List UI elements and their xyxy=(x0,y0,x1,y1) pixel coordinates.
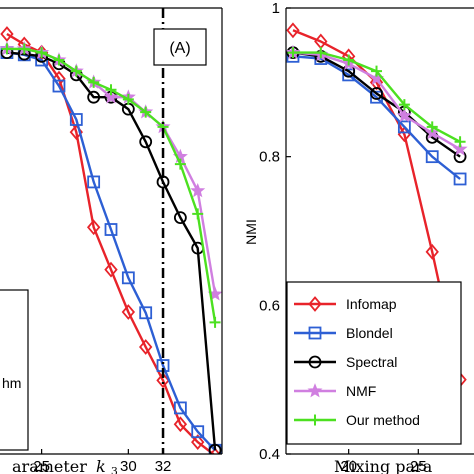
left-point-spectral xyxy=(173,211,187,225)
legend-marker xyxy=(307,383,323,398)
right-y-tick-label: 0.8 xyxy=(259,149,280,166)
panel-label-box: (A) xyxy=(153,28,207,66)
left-point-blondel xyxy=(104,223,118,236)
legend-entry-nmf: NMF xyxy=(294,383,376,399)
right-point-our-method xyxy=(287,47,299,59)
left-point-our-method xyxy=(88,76,100,88)
left-point-spectral xyxy=(87,90,101,104)
right-point-nmf xyxy=(396,107,412,123)
left-point-our-method xyxy=(1,43,13,55)
chart-left: 25 30 32 (A) hm arameter k 3 xyxy=(0,7,223,474)
y-axis-label: NMI xyxy=(243,219,259,245)
partial-legend-box: hm xyxy=(0,289,29,451)
left-x-tick-label: 25 xyxy=(33,458,50,474)
left-point-infomap xyxy=(209,447,221,454)
left-x-tick-label: 32 xyxy=(155,458,172,474)
left-point-infomap xyxy=(173,416,188,433)
right-point-infomap xyxy=(425,243,439,260)
right-point-blondel xyxy=(425,150,439,164)
left-point-our-method xyxy=(140,106,152,118)
left-point-our-method xyxy=(36,47,48,59)
left-point-blondel xyxy=(139,306,153,320)
legend-marker xyxy=(308,355,322,369)
left-x-tick-label: 30 xyxy=(120,458,137,474)
left-point-infomap xyxy=(191,434,205,450)
left-point-our-method xyxy=(174,158,186,170)
left-point-nmf xyxy=(103,89,119,104)
left-point-infomap xyxy=(86,219,101,236)
left-series-nmf xyxy=(0,40,222,301)
panel-label: (A) xyxy=(169,40,190,57)
right-point-infomap xyxy=(286,22,300,39)
right-point-our-method xyxy=(398,99,410,111)
right-point-nmf xyxy=(452,141,468,156)
right-point-blondel xyxy=(453,172,467,186)
left-point-our-method xyxy=(70,65,82,77)
legend-entry-spectral: Spectral xyxy=(294,354,397,370)
left-point-blondel xyxy=(69,113,83,126)
right-series-our-method xyxy=(287,47,466,148)
right-y-tick-label: 0.4 xyxy=(259,446,280,463)
left-point-our-method xyxy=(192,208,204,220)
x-axis-label-left: arameter k 3 xyxy=(12,457,118,474)
right-y-tick-label: 1 xyxy=(272,0,280,17)
right-line-infomap xyxy=(292,29,462,380)
right-x-tick-label: 20 xyxy=(340,458,357,474)
right-line-blondel xyxy=(292,55,461,180)
left-line-spectral xyxy=(6,51,217,451)
legend-label: Spectral xyxy=(346,354,397,370)
x-axis-label-right: Mixing para xyxy=(334,457,433,474)
legend-marker xyxy=(308,326,322,340)
right-series-nmf xyxy=(286,44,468,156)
chart-right: 20 25 0.4 0.6 0.8 1 NMI Mixing para Infomap Bl… xyxy=(243,0,474,474)
legend-entry-our-method: Our method xyxy=(294,412,420,428)
left-point-our-method xyxy=(18,43,30,55)
left-axes xyxy=(0,7,223,455)
left-point-our-method xyxy=(209,316,221,328)
legend-label: Blondel xyxy=(346,325,393,341)
left-point-infomap xyxy=(156,372,170,389)
left-point-our-method xyxy=(105,84,117,96)
left-point-spectral xyxy=(139,135,153,149)
left-point-infomap xyxy=(0,26,14,42)
left-point-blondel xyxy=(52,79,66,93)
legend-entry-infomap: Infomap xyxy=(294,296,397,312)
right-point-our-method xyxy=(343,54,355,66)
right-point-blondel xyxy=(397,120,411,134)
legend-entry-blondel: Blondel xyxy=(294,325,393,341)
left-series-spectral xyxy=(0,46,222,454)
left-point-nmf xyxy=(190,182,206,198)
left-point-infomap xyxy=(139,339,153,355)
left-point-our-method xyxy=(53,54,65,66)
right-point-spectral xyxy=(370,87,383,100)
left-series-blondel xyxy=(0,46,222,454)
legend-marker xyxy=(309,414,321,426)
right-point-our-method xyxy=(426,121,438,133)
left-point-blondel xyxy=(121,271,135,285)
partial-legend-text: hm xyxy=(2,375,21,391)
left-point-our-method xyxy=(122,93,134,105)
left-point-blondel xyxy=(173,401,187,415)
right-point-our-method xyxy=(454,136,466,148)
right-point-our-method xyxy=(371,65,383,77)
legend-marker xyxy=(308,296,322,312)
legend-label: Infomap xyxy=(346,296,397,312)
right-x-tick-label: 25 xyxy=(410,458,427,474)
left-series-our-method xyxy=(1,43,221,328)
legend-label: Our method xyxy=(346,412,420,428)
right-axes xyxy=(285,7,474,455)
left-point-blondel xyxy=(191,425,205,439)
right-series-spectral xyxy=(286,46,467,164)
right-point-our-method xyxy=(315,47,327,59)
left-point-infomap xyxy=(121,304,136,320)
legend: Infomap Blondel Spectral NMF Our method xyxy=(286,281,462,445)
legend-label: NMF xyxy=(346,383,376,399)
left-point-infomap xyxy=(104,261,118,278)
left-point-blondel xyxy=(87,175,101,189)
left-point-spectral xyxy=(208,443,222,454)
left-line-blondel xyxy=(6,51,216,452)
right-y-tick-label: 0.6 xyxy=(259,297,280,314)
